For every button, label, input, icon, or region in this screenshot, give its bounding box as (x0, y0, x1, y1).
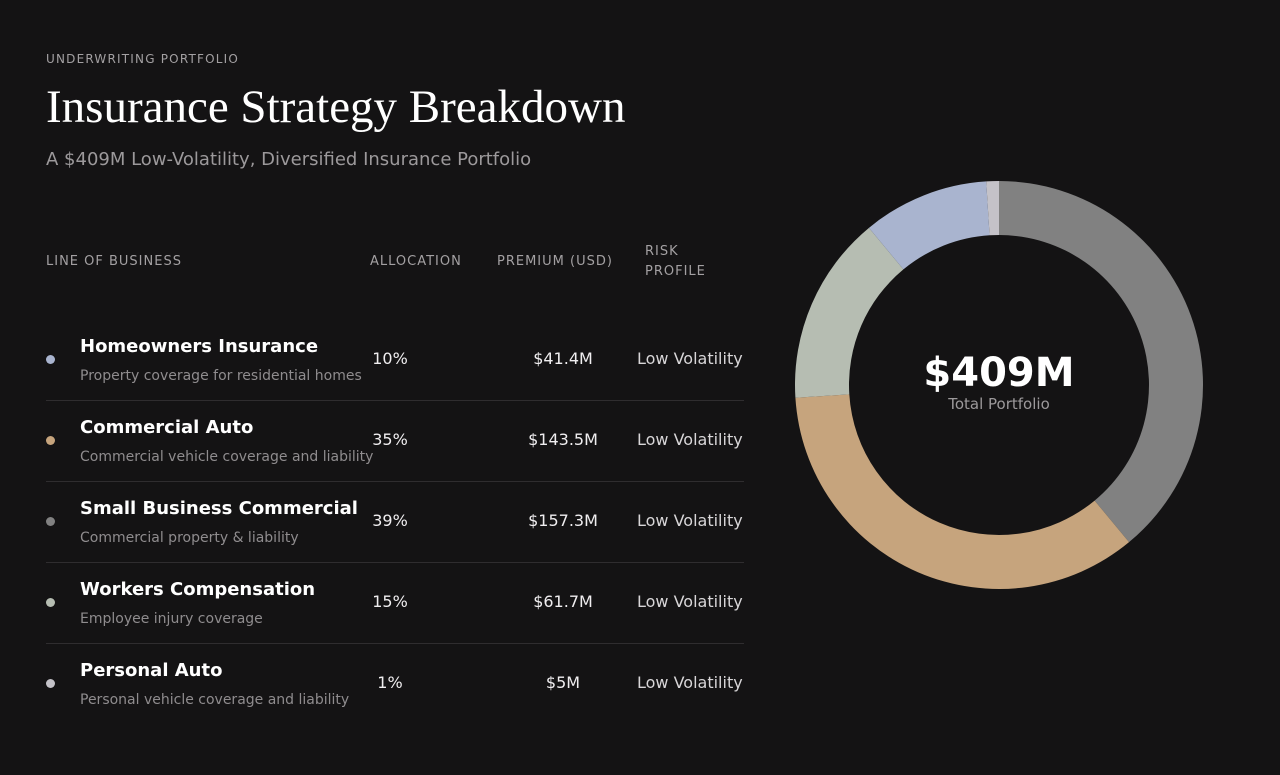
row-description: Commercial property & liability (80, 530, 299, 546)
row-premium: $41.4M (533, 349, 593, 368)
portfolio-table: LINE OF BUSINESS ALLOCATION PREMIUM (USD… (46, 240, 744, 708)
legend-dot (46, 517, 55, 526)
row-risk-profile: Low Volatility (637, 511, 743, 530)
row-name: Commercial Auto (80, 417, 254, 438)
table-row: Commercial Auto Commercial vehicle cover… (46, 401, 744, 482)
total-value: $409M (923, 350, 1074, 396)
table-row: Homeowners Insurance Property coverage f… (46, 320, 744, 401)
row-premium: $5M (545, 673, 581, 692)
row-description: Personal vehicle coverage and liability (80, 692, 350, 708)
donut-slice-commercial-auto (795, 394, 1130, 589)
column-header-premium: PREMIUM (USD) (497, 254, 613, 269)
row-premium: $61.7M (533, 592, 593, 611)
donut-svg: $409M Total Portfolio (795, 181, 1203, 589)
row-risk-profile: Low Volatility (637, 592, 743, 611)
row-allocation: 15% (372, 592, 408, 611)
legend-dot (46, 436, 55, 445)
column-header-risk-profile: RISK PROFILE (645, 244, 706, 279)
donut-slices (795, 181, 1203, 589)
row-description: Commercial vehicle coverage and liabilit… (80, 449, 374, 465)
donut-slice-homeowners-insurance (868, 181, 990, 270)
table-row: Workers Compensation Employee injury cov… (46, 563, 744, 644)
table-header: LINE OF BUSINESS ALLOCATION PREMIUM (USD… (46, 240, 744, 320)
column-header-line-of-business: LINE OF BUSINESS (46, 254, 182, 269)
allocation-donut-chart: $409M Total Portfolio (794, 180, 1204, 590)
row-allocation: 39% (372, 511, 408, 530)
row-name: Personal Auto (80, 660, 223, 681)
eyebrow-label: UNDERWRITING PORTFOLIO (46, 52, 240, 66)
table-row: Personal Auto Personal vehicle coverage … (46, 644, 744, 724)
row-allocation: 35% (372, 430, 408, 449)
row-risk-profile: Low Volatility (637, 349, 743, 368)
table-body: Homeowners Insurance Property coverage f… (46, 320, 744, 724)
row-allocation: 10% (372, 349, 408, 368)
row-name: Workers Compensation (80, 579, 316, 600)
legend-dot (46, 355, 55, 364)
donut-slice-personal-auto (986, 181, 999, 236)
table-row: Small Business Commercial Commercial pro… (46, 482, 744, 563)
row-premium: $143.5M (528, 430, 598, 449)
row-description: Employee injury coverage (80, 611, 263, 627)
donut-slice-workers-compensation (795, 227, 904, 398)
row-name: Small Business Commercial (80, 498, 358, 519)
column-header-allocation: ALLOCATION (370, 254, 462, 269)
page-title: Insurance Strategy Breakdown (46, 81, 626, 133)
row-allocation: 1% (377, 673, 403, 692)
row-risk-profile: Low Volatility (637, 430, 743, 449)
total-label: Total Portfolio (947, 395, 1050, 413)
legend-dot (46, 598, 55, 607)
legend-dot (46, 679, 55, 688)
row-risk-profile: Low Volatility (637, 673, 743, 692)
row-description: Property coverage for residential homes (80, 368, 362, 384)
row-premium: $157.3M (528, 511, 598, 530)
donut-slice-small-business-commercial (999, 181, 1203, 543)
row-name: Homeowners Insurance (80, 336, 319, 357)
page-subtitle: A $409M Low-Volatility, Diversified Insu… (46, 149, 532, 170)
